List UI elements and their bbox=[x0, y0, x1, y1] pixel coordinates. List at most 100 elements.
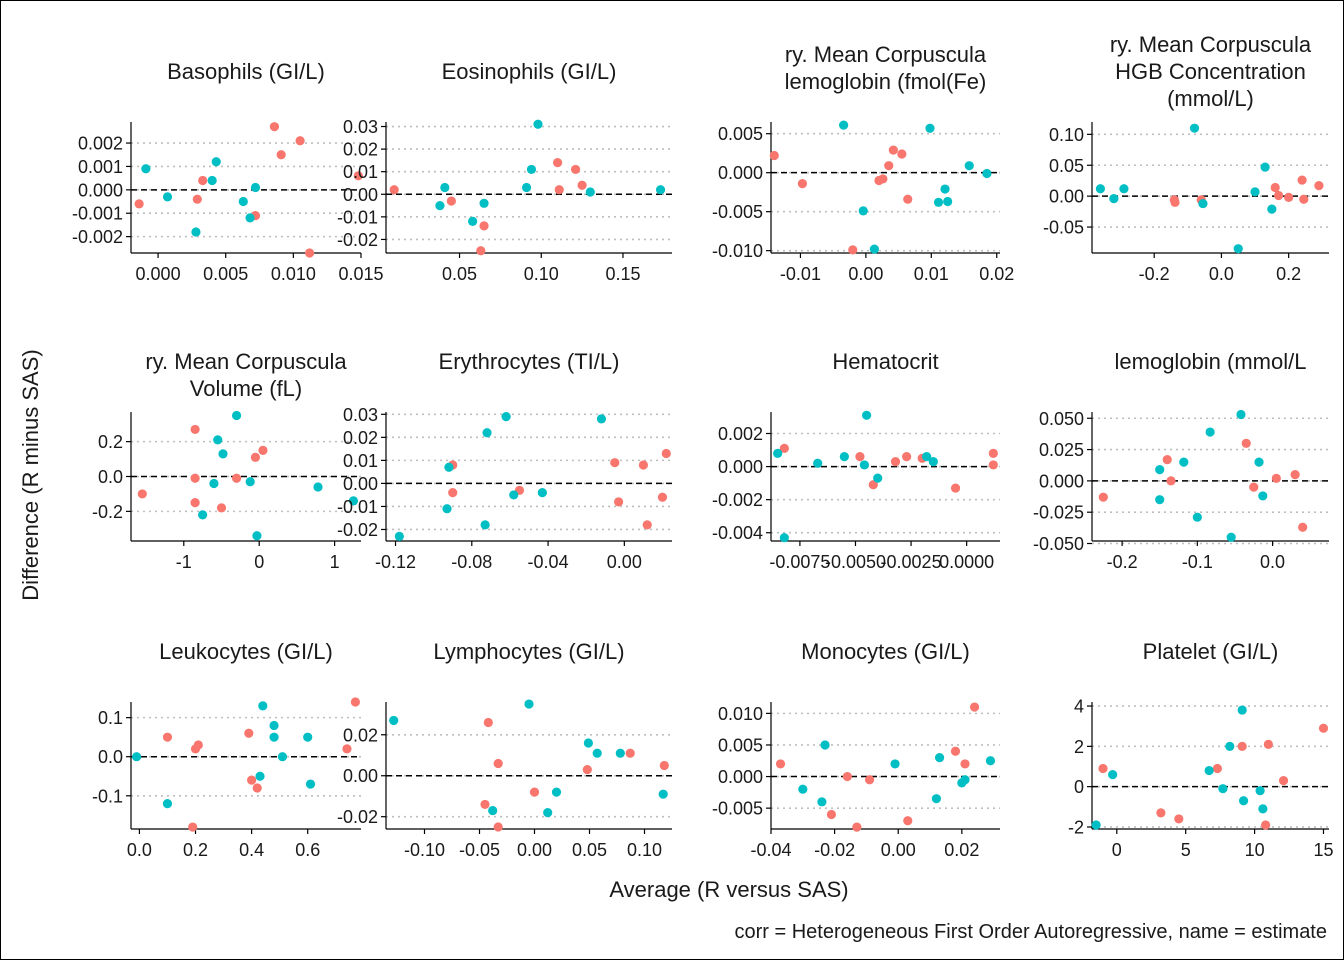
data-point-series-b bbox=[245, 213, 255, 223]
panel-title: Platelet (GI/L) bbox=[1143, 639, 1279, 664]
data-point-series-b bbox=[1091, 820, 1101, 830]
x-tick-label: 0.0 bbox=[1209, 264, 1234, 284]
x-tick-label: -0.2 bbox=[1107, 552, 1138, 572]
data-point-series-b bbox=[537, 488, 547, 498]
x-tick-label: 0.01 bbox=[914, 264, 949, 284]
data-point-series-b bbox=[551, 787, 562, 797]
data-point-series-a bbox=[480, 799, 490, 810]
y-tick-label: 0.000 bbox=[78, 180, 123, 200]
data-point-series-b bbox=[859, 460, 869, 470]
x-tick-label: -0.0050 bbox=[825, 552, 886, 572]
data-point-series-a bbox=[890, 457, 901, 467]
data-point-series-a bbox=[231, 473, 242, 483]
y-tick-label: -0.2 bbox=[92, 502, 123, 522]
x-tick-label: -0.04 bbox=[528, 552, 569, 572]
x-tick-label: -0.04 bbox=[750, 840, 791, 860]
data-point-series-a bbox=[216, 503, 227, 513]
data-points bbox=[389, 699, 669, 832]
data-point-series-a bbox=[479, 221, 489, 231]
x-tick-label: 0.00 bbox=[517, 840, 552, 860]
data-point-series-a bbox=[446, 196, 456, 206]
data-point-series-a bbox=[190, 498, 200, 508]
data-point-series-b bbox=[305, 779, 316, 789]
data-point-series-a bbox=[897, 149, 907, 159]
x-tick-label: 5 bbox=[1181, 840, 1191, 860]
x-tick-label: 0.0 bbox=[1260, 552, 1285, 572]
y-tick-label: -0.002 bbox=[712, 490, 763, 510]
data-point-series-a bbox=[848, 245, 858, 255]
data-point-series-b bbox=[132, 752, 142, 762]
facet-panel: Eosinophils (GI/L) -0.02 -0.010.00 0.010.02… bbox=[337, 59, 672, 284]
facet-panels: Basophils (GI/L)-0.002-0.0010.0000.0010.… bbox=[72, 32, 1334, 860]
data-point-series-a bbox=[661, 448, 671, 459]
data-point-series-b bbox=[658, 789, 668, 799]
y-tick-label: -0.004 bbox=[712, 523, 763, 543]
x-tick-label: 0.2 bbox=[1276, 264, 1301, 284]
data-point-series-b bbox=[922, 452, 932, 462]
data-point-series-b bbox=[655, 185, 666, 195]
data-point-series-b bbox=[258, 701, 268, 711]
x-tick-label: 1 bbox=[330, 552, 340, 572]
data-point-series-b bbox=[269, 720, 279, 731]
data-point-series-b bbox=[596, 414, 607, 424]
data-point-series-b bbox=[813, 458, 823, 468]
data-point-series-b bbox=[873, 473, 883, 483]
data-point-series-b bbox=[252, 531, 262, 541]
data-point-series-b bbox=[394, 531, 404, 541]
data-point-series-a bbox=[553, 158, 563, 168]
data-point-series-b bbox=[890, 759, 900, 769]
data-point-series-b bbox=[389, 715, 399, 726]
data-point-series-b bbox=[440, 182, 450, 193]
data-point-series-b bbox=[925, 123, 935, 133]
x-tick-label: 0.02 bbox=[944, 840, 979, 860]
y-tick-label: 0.001 bbox=[78, 157, 123, 177]
x-tick-label: 0.02 bbox=[979, 264, 1014, 284]
data-point-series-a bbox=[350, 697, 360, 707]
data-point-series-b bbox=[442, 504, 452, 514]
panel-title-line: Basophils (GI/L) bbox=[167, 59, 325, 84]
panel-title-line: Eosinophils (GI/L) bbox=[442, 59, 617, 84]
panel-title-line: Leukocytes (GI/L) bbox=[159, 639, 333, 664]
data-point-series-a bbox=[1263, 739, 1273, 749]
data-point-series-a bbox=[192, 194, 202, 204]
x-tick-label: 0.00 bbox=[607, 552, 642, 572]
data-point-series-b bbox=[1189, 123, 1200, 133]
panel-title: Leukocytes (GI/L) bbox=[159, 639, 333, 664]
y-axis-title: Difference (R minus SAS) bbox=[18, 349, 43, 600]
data-point-series-b bbox=[526, 164, 537, 175]
data-point-series-b bbox=[1109, 194, 1119, 204]
y-tick-label: 0.050 bbox=[1039, 409, 1084, 429]
data-point-series-a bbox=[342, 744, 352, 754]
data-points bbox=[1098, 409, 1308, 542]
data-point-series-b bbox=[1198, 198, 1208, 209]
data-point-series-b bbox=[1258, 804, 1268, 814]
data-point-series-a bbox=[1212, 763, 1222, 774]
data-point-series-a bbox=[868, 480, 878, 490]
data-point-series-b bbox=[943, 196, 953, 207]
facet-panel: Erythrocytes (TI/L) -0.02 -0.01 0.00 0.01 0.0… bbox=[337, 349, 672, 572]
data-point-series-b bbox=[1226, 532, 1236, 542]
data-point-series-a bbox=[1162, 454, 1172, 465]
x-tick-label: -0.10 bbox=[404, 840, 445, 860]
data-point-series-a bbox=[1273, 190, 1284, 201]
data-point-series-a bbox=[1166, 476, 1176, 486]
y-tick-label: 0.03 bbox=[343, 117, 378, 137]
facet-panel: ry. Mean Corpuscula Volume (fL) -0.2 0.0 0.2… bbox=[92, 349, 361, 572]
x-tick-label: 0.010 bbox=[271, 264, 316, 284]
panel-title-line: ry. Mean Corpuscula bbox=[145, 349, 347, 374]
data-point-series-a bbox=[826, 809, 837, 820]
data-point-series-b bbox=[162, 799, 173, 809]
data-point-series-a bbox=[950, 746, 961, 756]
data-point-series-a bbox=[988, 460, 998, 470]
data-point-series-b bbox=[817, 797, 827, 807]
data-point-series-a bbox=[864, 775, 875, 785]
y-tick-label: -0.02 bbox=[337, 230, 378, 250]
data-point-series-a bbox=[1098, 763, 1108, 774]
data-point-series-a bbox=[902, 452, 912, 462]
data-point-series-a bbox=[988, 448, 998, 458]
x-tick-label: 0.2 bbox=[183, 840, 208, 860]
y-tick-label: -0.001 bbox=[72, 204, 123, 224]
data-point-series-b bbox=[839, 452, 849, 462]
data-point-series-a bbox=[493, 822, 503, 832]
